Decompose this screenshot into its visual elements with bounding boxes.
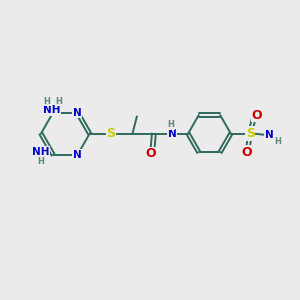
Text: O: O — [251, 109, 262, 122]
Text: H: H — [44, 97, 51, 106]
Text: H: H — [56, 97, 62, 106]
Text: O: O — [146, 147, 156, 161]
Text: S: S — [106, 127, 116, 140]
Text: N: N — [265, 130, 274, 140]
Text: NH: NH — [43, 105, 60, 115]
Text: N: N — [73, 150, 82, 160]
Text: H: H — [168, 120, 175, 129]
Text: NH: NH — [32, 147, 50, 157]
Text: N: N — [73, 107, 82, 118]
Text: H: H — [37, 157, 44, 166]
Text: O: O — [241, 146, 252, 159]
Text: H: H — [274, 137, 281, 146]
Text: N: N — [168, 129, 177, 139]
Text: S: S — [246, 127, 255, 140]
